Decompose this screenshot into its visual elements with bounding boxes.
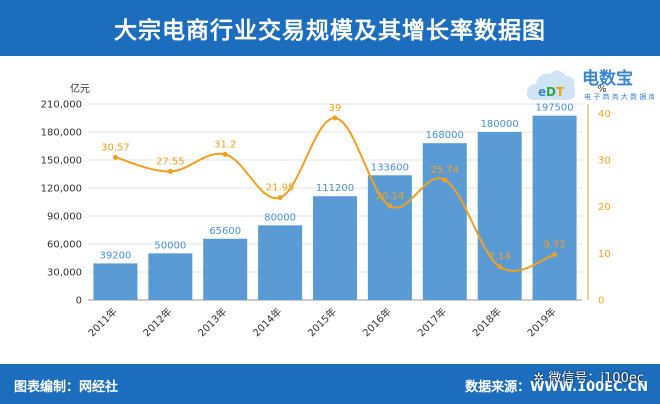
rate-point-6 <box>387 203 393 209</box>
bar-label: 180000 <box>481 119 519 130</box>
footer-bar: 图表编制：网经社 数据来源：WWW.100EC.CN <box>0 364 660 404</box>
rate-point-3 <box>222 151 228 157</box>
x-tick-label: 2012年 <box>140 305 174 339</box>
bar-label: 133600 <box>371 162 409 173</box>
growth-rate-line <box>115 116 555 272</box>
bar-5 <box>313 196 357 300</box>
x-tick-label: 2019年 <box>524 305 558 339</box>
chart-plot: 0 30,000 60,000 90,000 120,000 150,000 180,000… <box>41 82 611 339</box>
rate-point-7 <box>442 177 448 183</box>
footer-source: 数据来源：WWW.100EC.CN <box>465 380 648 395</box>
bar-7 <box>422 143 467 300</box>
svg-text:D: D <box>546 85 556 99</box>
y-left-tick-label: 30,000 <box>47 268 82 279</box>
x-tick-label: 2016年 <box>360 305 394 339</box>
bar-9 <box>532 115 577 301</box>
bar-label: 65600 <box>209 226 241 237</box>
rate-point-8 <box>497 264 503 270</box>
svg-text:电 子 商 务 大 数 据 库: 电 子 商 务 大 数 据 库 <box>584 92 654 101</box>
x-tick-label: 2018年 <box>470 305 504 339</box>
y-right-tick-label: 0 <box>598 296 604 307</box>
rate-label: 7.14 <box>489 252 511 263</box>
title-bar: 大宗电商行业交易规模及其增长率数据图 <box>0 0 660 56</box>
logo-cloud-icon: e D T 电数宝 电 子 商 务 大 数 据 库 <box>526 68 656 101</box>
y-right-tick-label: 30 <box>598 156 611 167</box>
logo: e D T 电数宝 电 子 商 务 大 数 据 库 <box>524 62 656 112</box>
y-right-tick-label: 10 <box>598 249 611 260</box>
rate-label: 27.55 <box>156 156 185 167</box>
y-left-unit: 亿元 <box>70 82 90 95</box>
x-tick-label: 2015年 <box>305 305 339 339</box>
bar-1 <box>93 263 138 300</box>
rate-label: 31.2 <box>214 139 236 150</box>
bar-2 <box>148 253 193 300</box>
bar-label: 111200 <box>316 183 354 194</box>
wechat-icon: ✲ <box>533 371 545 386</box>
bar-3 <box>203 238 248 300</box>
y-right-tick-label: 40 <box>598 109 611 120</box>
bar-label: 80000 <box>264 212 296 223</box>
rate-point-1 <box>112 154 118 160</box>
bar-label: 50000 <box>154 240 186 251</box>
x-tick-label: 2011年 <box>85 305 119 339</box>
y-left-tick-label: 90,000 <box>47 212 82 223</box>
y-left-tick-label: 180,000 <box>41 128 82 139</box>
bar-8 <box>477 132 522 300</box>
rate-point-9 <box>552 252 558 258</box>
x-tick-label: 2014年 <box>250 305 284 339</box>
rate-label: 21.95 <box>266 183 295 194</box>
chart-title: 大宗电商行业交易规模及其增长率数据图 <box>114 18 546 44</box>
y-left-tick-label: 0 <box>76 296 82 307</box>
rate-label: 9.72 <box>543 240 565 251</box>
bar-label: 197500 <box>535 103 573 114</box>
rate-label: 30.57 <box>101 142 130 153</box>
y-right-tick-label: 20 <box>598 202 611 213</box>
bar-4 <box>258 225 303 300</box>
y-left-tick-label: 210,000 <box>41 100 82 111</box>
svg-text:电数宝: 电数宝 <box>582 68 633 89</box>
bar-label: 168000 <box>426 130 464 141</box>
x-tick-label: 2017年 <box>415 305 449 339</box>
x-tick-label: 2013年 <box>195 305 229 339</box>
bar-label: 39200 <box>100 250 132 261</box>
y-right-unit: % <box>597 84 607 95</box>
rate-point-2 <box>167 168 173 174</box>
rate-label: 39 <box>329 103 342 114</box>
rate-label: 20.14 <box>376 191 405 202</box>
wechat-watermark: ✲ 微信号：i100ec <box>533 367 644 386</box>
footer-compiled-by: 图表编制：网经社 <box>14 380 119 395</box>
y-left-tick-label: 150,000 <box>41 156 82 167</box>
rate-point-4 <box>277 195 283 201</box>
svg-text:e: e <box>538 85 546 99</box>
y-left-tick-label: 120,000 <box>41 184 82 195</box>
y-left-tick-label: 60,000 <box>47 240 82 251</box>
rate-point-5 <box>332 115 338 121</box>
svg-text:T: T <box>556 85 565 99</box>
bar-6 <box>367 175 412 300</box>
wechat-id: 微信号：i100ec <box>548 371 644 386</box>
rate-label: 25.74 <box>430 165 459 176</box>
